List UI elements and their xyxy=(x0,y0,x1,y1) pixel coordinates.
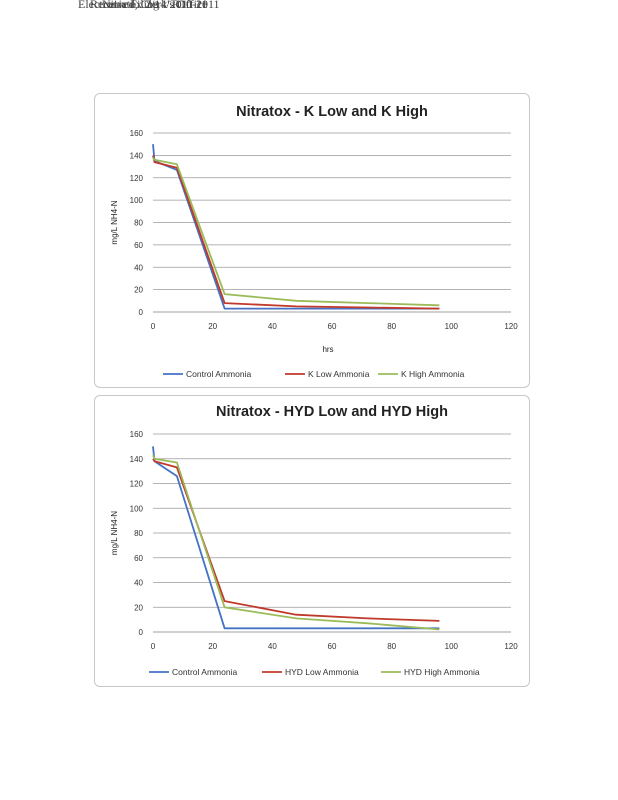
y-tick-label: 20 xyxy=(134,603,143,612)
series-line-high xyxy=(153,158,439,306)
x-tick-label: 120 xyxy=(504,642,518,651)
y-tick-label: 100 xyxy=(130,504,144,513)
y-tick-label: 60 xyxy=(134,241,143,250)
y-tick-label: 140 xyxy=(130,455,144,464)
x-tick-label: 60 xyxy=(328,642,337,651)
legend-label-low: K Low Ammonia xyxy=(308,369,370,379)
y-tick-label: 40 xyxy=(134,579,143,588)
y-tick-label: 80 xyxy=(134,529,143,538)
legend-label-high: HYD High Ammonia xyxy=(404,667,480,677)
y-tick-label: 60 xyxy=(134,554,143,563)
chart-title: Nitratox - HYD Low and HYD High xyxy=(216,404,448,420)
series-line-control xyxy=(153,144,439,308)
legend-label-high: K High Ammonia xyxy=(401,369,465,379)
y-tick-label: 120 xyxy=(130,480,144,489)
x-tick-label: 0 xyxy=(151,642,156,651)
y-tick-label: 0 xyxy=(139,308,144,317)
legend-label-control: Control Ammonia xyxy=(186,369,251,379)
y-tick-label: 40 xyxy=(134,263,143,272)
y-tick-label: 0 xyxy=(139,628,144,637)
y-axis-label: mg/L NH4-N xyxy=(110,511,119,555)
y-tick-label: 100 xyxy=(130,196,144,205)
series-line-low xyxy=(153,155,439,308)
chart-title: Nitratox - K Low and K High xyxy=(236,104,428,120)
x-tick-label: 120 xyxy=(504,322,518,331)
chart-k-low-high: Nitratox - K Low and K High 0 20 40 60 80 100 1… xyxy=(95,94,529,387)
chart-hyd-low-high: Nitratox - HYD Low and HYD High 0 20 40 60 80… xyxy=(95,396,529,686)
x-axis-label: hrs xyxy=(322,345,333,354)
y-axis-label: mg/L NH4-N xyxy=(110,200,119,244)
chart-panel-k: Nitratox - K Low and K High 0 20 40 60 80 100 1… xyxy=(94,93,530,388)
x-tick-label: 80 xyxy=(387,642,396,651)
legend-label-low: HYD Low Ammonia xyxy=(285,667,359,677)
x-tick-label: 20 xyxy=(208,642,217,651)
x-tick-label: 40 xyxy=(268,642,277,651)
x-tick-label: 60 xyxy=(328,322,337,331)
y-tick-label: 140 xyxy=(130,151,144,160)
x-tick-label: 100 xyxy=(445,642,459,651)
y-tick-label: 20 xyxy=(134,286,143,295)
x-tick-label: 40 xyxy=(268,322,277,331)
legend-label-control: Control Ammonia xyxy=(172,667,237,677)
chart-panel-hyd: Nitratox - HYD Low and HYD High 0 20 40 60 80… xyxy=(94,395,530,687)
x-tick-label: 0 xyxy=(151,322,156,331)
series-line-high xyxy=(153,455,439,630)
x-tick-label: 80 xyxy=(387,322,396,331)
y-tick-label: 160 xyxy=(130,129,144,138)
x-tick-label: 20 xyxy=(208,322,217,331)
y-tick-label: 160 xyxy=(130,430,144,439)
y-tick-label: 80 xyxy=(134,219,143,228)
series-line-control xyxy=(153,446,439,628)
y-tick-label: 120 xyxy=(130,174,144,183)
header-text-5: 2011 xyxy=(196,0,220,12)
x-tick-label: 100 xyxy=(445,322,459,331)
